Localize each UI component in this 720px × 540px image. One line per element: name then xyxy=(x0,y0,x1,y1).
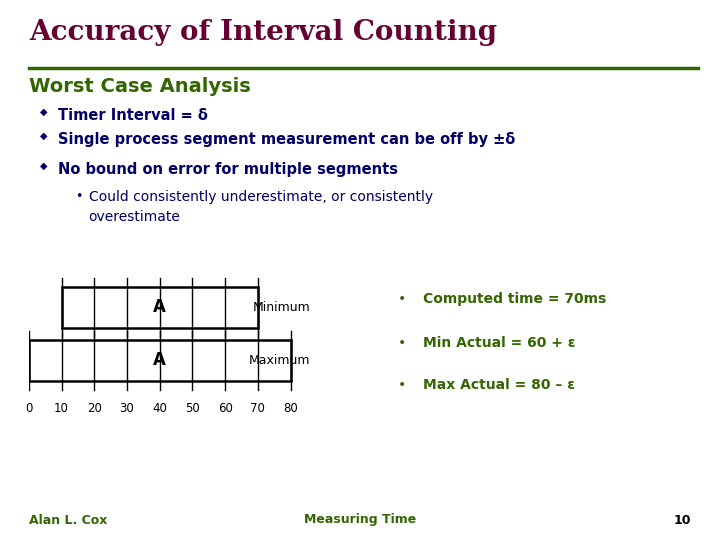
Text: Computed time = 70ms: Computed time = 70ms xyxy=(423,292,606,306)
Text: Maximum: Maximum xyxy=(248,354,310,367)
Text: 10: 10 xyxy=(54,402,69,415)
Bar xyxy=(61,287,258,328)
Text: Worst Case Analysis: Worst Case Analysis xyxy=(29,77,251,96)
Text: Timer Interval = δ: Timer Interval = δ xyxy=(58,108,207,123)
Text: •: • xyxy=(397,292,405,306)
Text: •: • xyxy=(397,336,405,350)
Text: •: • xyxy=(397,378,405,392)
Text: Measuring Time: Measuring Time xyxy=(304,514,416,526)
Text: 50: 50 xyxy=(185,402,200,415)
Text: 60: 60 xyxy=(217,402,233,415)
Text: Single process segment measurement can be off by ±δ: Single process segment measurement can b… xyxy=(58,132,515,147)
Text: •: • xyxy=(76,190,83,203)
Text: A: A xyxy=(153,352,166,369)
Text: Minimum: Minimum xyxy=(253,301,310,314)
Bar xyxy=(29,340,291,381)
Text: ◆: ◆ xyxy=(40,160,47,171)
Text: 40: 40 xyxy=(152,402,167,415)
Text: 20: 20 xyxy=(87,402,102,415)
Text: 80: 80 xyxy=(283,402,298,415)
Text: A: A xyxy=(153,298,166,316)
Text: ◆: ◆ xyxy=(40,106,47,117)
Text: 30: 30 xyxy=(120,402,135,415)
Text: 10: 10 xyxy=(674,514,691,526)
Text: 70: 70 xyxy=(251,402,266,415)
Text: Could consistently underestimate, or consistently
overestimate: Could consistently underestimate, or con… xyxy=(89,190,433,224)
Text: Alan L. Cox: Alan L. Cox xyxy=(29,514,107,526)
Text: Min Actual = 60 + ε: Min Actual = 60 + ε xyxy=(423,336,575,350)
Text: Accuracy of Interval Counting: Accuracy of Interval Counting xyxy=(29,19,497,46)
Text: No bound on error for multiple segments: No bound on error for multiple segments xyxy=(58,162,397,177)
Text: 0: 0 xyxy=(25,402,32,415)
Text: Max Actual = 80 – ε: Max Actual = 80 – ε xyxy=(423,378,575,392)
Text: ◆: ◆ xyxy=(40,131,47,141)
